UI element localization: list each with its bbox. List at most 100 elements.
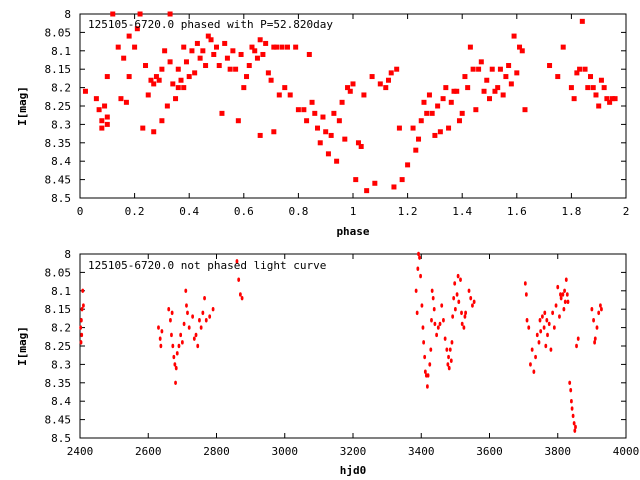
phased-data-point [312, 110, 318, 116]
phased-data-point [429, 110, 435, 116]
unphased-data-point [445, 347, 449, 352]
phased-y-tick-label: 8.25 [45, 100, 72, 113]
unphased-data-point [559, 292, 562, 297]
unphased-data-point [545, 318, 549, 323]
unphased-data-point [447, 365, 451, 371]
unphased-data-point [175, 351, 179, 356]
unphased-data-point [186, 310, 189, 316]
phased-data-point [263, 40, 269, 46]
phased-data-point [230, 48, 236, 54]
phased-data-point [320, 114, 326, 120]
phased-data-point [358, 143, 364, 149]
unphased-y-tick-label: 8 [64, 248, 71, 261]
unphased-chart-y-axis-label: I[mag] [16, 326, 29, 366]
unphased-data-point [467, 288, 471, 293]
phased-data-point [167, 11, 173, 17]
unphased-data-point [442, 318, 445, 323]
unphased-data-point [556, 284, 560, 290]
unphased-chart-points [79, 251, 603, 433]
phased-data-point [508, 81, 514, 87]
unphased-data-point [570, 399, 573, 404]
phased-data-point [424, 110, 430, 116]
unphased-data-point [459, 277, 462, 282]
unphased-data-point [430, 318, 433, 323]
phased-data-point [470, 66, 476, 72]
phased-data-point [295, 107, 301, 113]
phased-y-tick-label: 8.15 [45, 63, 72, 76]
phased-chart-points [82, 11, 618, 194]
unphased-data-point [453, 281, 457, 286]
phased-data-point [287, 92, 293, 98]
phased-data-point [601, 85, 607, 91]
phased-data-point [249, 44, 255, 50]
unphased-x-tick-label: 3400 [408, 445, 435, 458]
phased-data-point [274, 44, 280, 50]
phased-data-point [345, 85, 351, 91]
unphased-data-point [414, 288, 418, 293]
unphased-y-tick-label: 8.2 [51, 322, 71, 335]
unphased-data-point [170, 332, 173, 338]
unphased-data-point [235, 259, 239, 264]
phased-data-point [145, 92, 151, 98]
phased-data-point [325, 151, 331, 157]
unphased-data-point [546, 332, 549, 338]
phased-data-point [96, 107, 102, 113]
phased-data-point [517, 44, 523, 50]
phased-data-point [104, 114, 110, 120]
phased-data-point [200, 48, 206, 54]
phased-data-point [224, 55, 230, 61]
phased-data-point [252, 48, 258, 54]
phased-data-point [235, 118, 241, 124]
unphased-data-point [562, 307, 566, 312]
phased-data-point [609, 96, 615, 102]
phased-data-point [413, 147, 419, 153]
unphased-x-tick-label: 4000 [613, 445, 640, 458]
phased-x-tick-label: 0 [77, 205, 84, 218]
unphased-data-point [543, 310, 547, 316]
unphased-x-tick-label: 3000 [272, 445, 299, 458]
phased-data-point [102, 103, 108, 109]
unphased-data-point [79, 318, 83, 323]
unphased-data-point [532, 369, 536, 374]
unphased-data-point [449, 358, 453, 363]
unphased-data-point [564, 277, 568, 282]
phased-data-point [211, 51, 217, 57]
unphased-data-point [592, 318, 595, 323]
unphased-chart: 2400 2600 2800 3000 3200 3400 3600 3800 4000 8 8.… [16, 248, 639, 477]
phased-data-point [118, 96, 124, 102]
phased-data-point [514, 70, 520, 76]
phased-data-point [153, 74, 159, 80]
unphased-data-point [463, 314, 467, 319]
phased-x-tick-label: 0.6 [234, 205, 254, 218]
phased-data-point [151, 129, 157, 135]
unphased-data-point [240, 295, 244, 301]
phased-x-tick-label: 1.8 [561, 205, 581, 218]
phased-data-point [369, 74, 375, 80]
phased-data-point [497, 66, 503, 72]
unphased-data-point [539, 329, 543, 334]
unphased-data-point [79, 325, 83, 330]
unphased-y-tick-label: 8.05 [45, 266, 72, 279]
phased-data-point [396, 125, 402, 131]
phased-data-point [519, 48, 525, 54]
phased-data-point [405, 162, 411, 168]
phased-data-point [481, 88, 487, 94]
phased-data-point [478, 59, 484, 65]
phased-data-point [309, 99, 315, 105]
phased-data-point [350, 81, 356, 87]
phased-data-point [418, 118, 424, 124]
unphased-x-tick-label: 2600 [135, 445, 162, 458]
unphased-data-point [80, 332, 84, 338]
unphased-data-point [529, 362, 532, 367]
phased-data-point [435, 103, 441, 109]
unphased-y-tick-label: 8.45 [45, 414, 72, 427]
unphased-data-point [565, 292, 569, 297]
unphased-data-point [184, 288, 188, 293]
phased-data-point [448, 99, 454, 105]
phased-data-point [173, 96, 179, 102]
unphased-data-point [597, 310, 601, 316]
phased-data-point [227, 66, 233, 72]
phased-data-point [487, 96, 492, 102]
phased-data-point [214, 44, 219, 50]
phased-data-point [459, 110, 465, 116]
